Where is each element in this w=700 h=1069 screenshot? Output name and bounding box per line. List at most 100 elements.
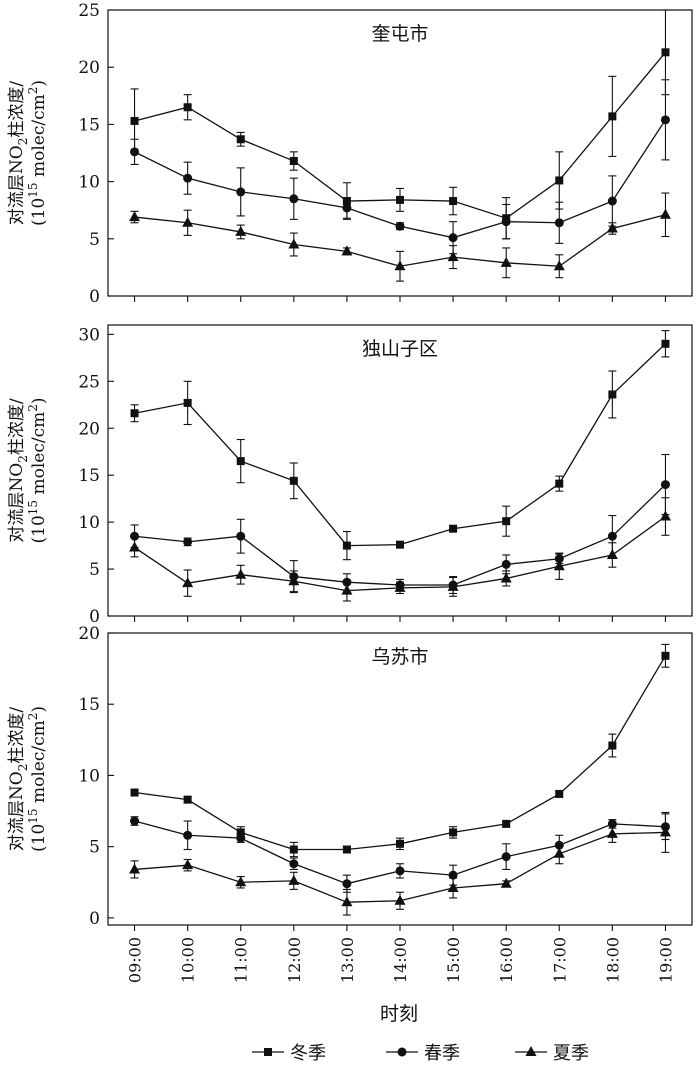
data-point-triangle <box>394 260 406 271</box>
data-point-circle <box>342 879 352 889</box>
legend-marker-circle <box>397 1047 407 1057</box>
data-point-circle <box>501 852 511 862</box>
y-tick-label: 10 <box>78 513 100 533</box>
legend-item-冬季: 冬季 <box>252 1043 326 1064</box>
legend-label: 春季 <box>424 1043 460 1064</box>
data-point-circle <box>236 833 246 843</box>
series-冬季 <box>130 643 670 858</box>
y-tick-label: 20 <box>78 624 100 644</box>
data-point-square <box>236 457 245 466</box>
data-point-circle <box>395 221 405 231</box>
y-tick-label: 0 <box>89 909 100 929</box>
data-point-triangle <box>500 572 512 583</box>
data-point-square <box>449 524 458 533</box>
x-tick-label: 19:00 <box>656 937 675 983</box>
data-point-circle <box>660 480 670 490</box>
data-point-triangle <box>447 881 459 892</box>
data-point-circle <box>183 830 193 840</box>
data-point-square <box>449 828 458 837</box>
x-tick-label: 10:00 <box>179 937 198 983</box>
y-axis-title: 对流层NO2柱浓度/ <box>7 81 30 225</box>
y-tick-label: 0 <box>89 607 100 627</box>
data-point-circle <box>289 194 299 204</box>
data-point-triangle <box>394 894 406 905</box>
data-point-triangle <box>129 211 141 222</box>
data-point-triangle <box>659 208 671 219</box>
series-春季 <box>130 453 670 595</box>
data-point-triangle <box>182 577 194 588</box>
data-point-triangle <box>553 560 565 571</box>
panel-title: 奎屯市 <box>371 23 428 45</box>
series-夏季 <box>129 811 671 916</box>
data-point-triangle <box>288 575 300 586</box>
x-tick-label: 13:00 <box>338 937 357 983</box>
data-point-square <box>661 651 670 660</box>
y-tick-label: 5 <box>89 230 100 250</box>
data-point-triangle <box>553 847 565 858</box>
y-tick-label: 20 <box>78 419 100 439</box>
data-point-circle <box>395 866 405 876</box>
data-point-square <box>289 476 298 485</box>
data-point-square <box>130 409 139 418</box>
data-point-circle <box>607 819 617 829</box>
data-point-circle <box>607 531 617 541</box>
data-point-square <box>555 479 564 488</box>
panel-title: 独山子区 <box>362 338 438 360</box>
legend-item-春季: 春季 <box>386 1043 460 1064</box>
y-tick-label: 0 <box>89 287 100 307</box>
data-point-circle <box>236 187 246 197</box>
data-point-circle <box>501 559 511 569</box>
series-春季 <box>130 79 670 255</box>
data-point-triangle <box>500 256 512 267</box>
data-point-circle <box>130 816 140 826</box>
data-point-square <box>342 845 351 854</box>
data-point-square <box>396 839 404 848</box>
data-point-square <box>289 845 298 854</box>
data-point-square <box>661 48 670 57</box>
y-tick-label: 30 <box>78 325 100 345</box>
data-point-triangle <box>659 826 671 837</box>
data-point-square <box>555 789 564 798</box>
data-point-square <box>608 112 617 121</box>
data-point-triangle <box>182 216 194 227</box>
series-line <box>134 343 666 547</box>
data-point-triangle <box>606 222 618 233</box>
series-春季 <box>130 813 670 893</box>
data-point-square <box>342 541 351 550</box>
data-point-triangle <box>341 584 353 595</box>
data-point-square <box>183 103 192 112</box>
data-point-circle <box>183 537 193 547</box>
data-point-triangle <box>129 863 141 874</box>
y-axis-title: 对流层NO2柱浓度/ <box>7 398 30 542</box>
data-point-circle <box>501 217 511 227</box>
data-point-circle <box>130 147 140 157</box>
series-line <box>134 655 667 851</box>
x-tick-label: 14:00 <box>391 937 410 983</box>
plot-frame <box>107 632 693 926</box>
data-point-square <box>502 819 511 828</box>
y-tick-label: 15 <box>78 695 100 715</box>
data-point-triangle <box>129 541 141 552</box>
data-point-triangle <box>288 238 300 249</box>
data-point-square <box>396 540 404 549</box>
legend-label: 冬季 <box>290 1043 326 1064</box>
x-tick-label: 17:00 <box>550 937 569 983</box>
data-point-triangle <box>182 859 194 870</box>
legend-label: 夏季 <box>553 1043 589 1064</box>
series-冬季 <box>130 330 670 561</box>
y-tick-label: 5 <box>89 838 100 858</box>
data-point-square <box>183 398 192 407</box>
x-tick-label: 09:00 <box>126 937 145 983</box>
data-point-triangle <box>341 896 353 907</box>
data-point-circle <box>554 218 564 228</box>
data-point-circle <box>448 870 458 880</box>
data-point-square <box>236 828 245 837</box>
plot-frame <box>107 324 693 617</box>
data-point-square <box>183 795 192 804</box>
data-point-triangle <box>606 548 618 559</box>
data-point-triangle <box>288 874 300 885</box>
y-tick-label: 5 <box>89 560 100 580</box>
